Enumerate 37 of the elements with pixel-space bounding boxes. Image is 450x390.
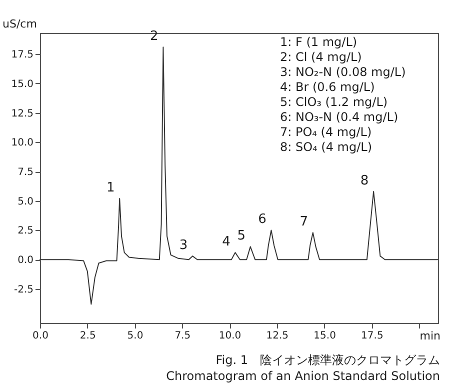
x-tick-label: 17.5 bbox=[361, 330, 384, 342]
annotation: 7: PO₄ (4 mg/L) bbox=[280, 125, 372, 139]
x-tick-label: 7.5 bbox=[174, 330, 191, 342]
x-tick-label: 10.0 bbox=[218, 330, 242, 342]
annotation: 8 bbox=[360, 174, 369, 188]
x-tick-label: 5.0 bbox=[127, 330, 144, 342]
y-tick-label: 5.0 bbox=[18, 196, 34, 208]
x-tick-label: 15.0 bbox=[314, 330, 336, 342]
annotation: 3 bbox=[179, 238, 188, 254]
y-tick-label: 12.5 bbox=[11, 108, 34, 120]
annotation: 1: F (1 mg/L) bbox=[280, 35, 358, 49]
annotation: 8: SO₄ (4 mg/L) bbox=[280, 140, 372, 154]
text: Chromatogram of an Anion Standard Solution bbox=[166, 369, 440, 383]
y-axis-title: uS/cm bbox=[2, 18, 37, 30]
y-tick-label: 2.5 bbox=[18, 226, 34, 237]
y-tick-label: 0.0 bbox=[18, 255, 34, 266]
y-tick-label: -2.5 bbox=[14, 284, 34, 296]
annotation: 4: Br (0.6 mg/L) bbox=[280, 80, 375, 94]
x-tick-label: 0.0 bbox=[32, 330, 48, 342]
y-tick-label: 10.0 bbox=[11, 138, 34, 149]
annotation: 5 bbox=[237, 228, 246, 244]
y-tick-label: 17.5 bbox=[11, 50, 34, 61]
annotation: 1 bbox=[106, 180, 115, 196]
y-tick-label: 15.0 bbox=[11, 78, 34, 90]
x-tick-label: 12.5 bbox=[266, 330, 289, 342]
y-tick-label: 7.5 bbox=[18, 167, 34, 178]
annotation: 7 bbox=[300, 214, 308, 230]
text: Fig. 1 陰イオン標準液のクロマトグラム bbox=[216, 353, 440, 367]
annotation: 4 bbox=[222, 234, 230, 250]
annotation: 6 bbox=[258, 212, 266, 228]
annotation: 5: ClO₃ (1.2 mg/L) bbox=[280, 95, 388, 109]
annotation: 3: NO₂-N (0.08 mg/L) bbox=[280, 65, 406, 79]
annotation: 6: NO₃-N (0.4 mg/L) bbox=[280, 110, 398, 124]
x-axis-title: min bbox=[420, 330, 441, 342]
line-series bbox=[40, 46, 438, 305]
annotation: 2: Cl (4 mg/L) bbox=[280, 50, 362, 64]
x-tick-label: 2.5 bbox=[80, 330, 96, 342]
